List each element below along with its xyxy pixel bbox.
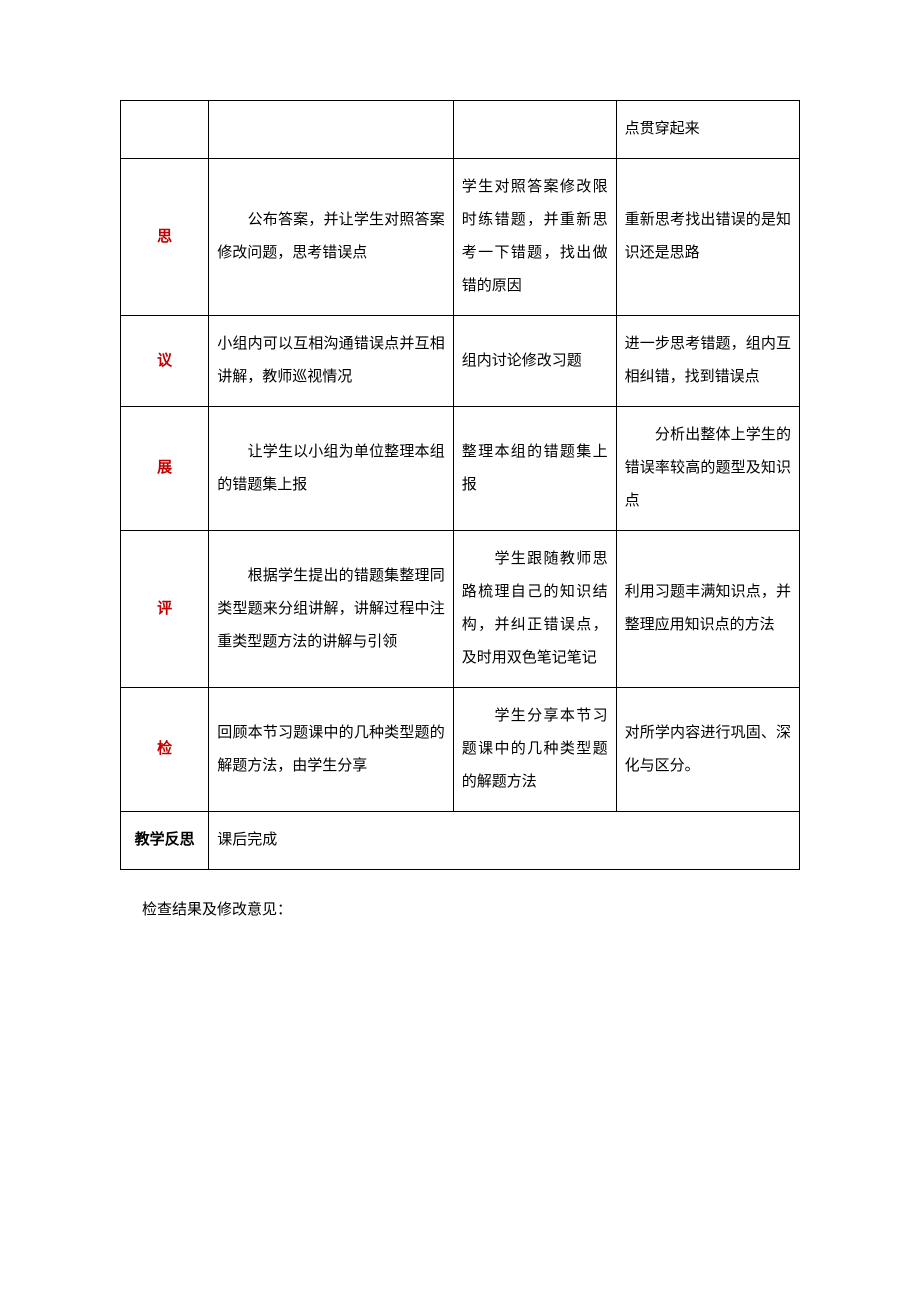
cell-zhan-col4: 分析出整体上学生的错误率较高的题型及知识点 [616, 407, 799, 531]
cell-reflection-merged: 课后完成 [209, 812, 800, 870]
row-label-si: 思 [121, 159, 209, 316]
cell-yi-col4: 进一步思考错题，组内互相纠错，找到错误点 [616, 316, 799, 407]
cell-si-col2: 公布答案，并让学生对照答案修改问题，思考错误点 [209, 159, 453, 316]
cell-row0-col4: 点贯穿起来 [616, 101, 799, 159]
table-row: 议 小组内可以互相沟通错误点并互相讲解，教师巡视情况 组内讨论修改习题 进一步思… [121, 316, 800, 407]
cell-ping-col4: 利用习题丰满知识点，并整理应用知识点的方法 [616, 531, 799, 688]
cell-row0-col1 [121, 101, 209, 159]
cell-yi-col2: 小组内可以互相沟通错误点并互相讲解，教师巡视情况 [209, 316, 453, 407]
cell-ping-col2: 根据学生提出的错题集整理同类型题来分组讲解，讲解过程中注重类型题方法的讲解与引领 [209, 531, 453, 688]
table-row: 检 回顾本节习题课中的几种类型题的解题方法，由学生分享 学生分享本节习题课中的几… [121, 688, 800, 812]
row-label-yi: 议 [121, 316, 209, 407]
cell-ping-col3: 学生跟随教师思路梳理自己的知识结构，并纠正错误点，及时用双色笔记笔记 [453, 531, 616, 688]
cell-si-col3: 学生对照答案修改限时练错题，并重新思考一下错题，找出做错的原因 [453, 159, 616, 316]
table-row: 思 公布答案，并让学生对照答案修改问题，思考错误点 学生对照答案修改限时练错题，… [121, 159, 800, 316]
row-label-ping: 评 [121, 531, 209, 688]
table-row: 点贯穿起来 [121, 101, 800, 159]
row-label-reflection: 教学反思 [121, 812, 209, 870]
row-label-zhan: 展 [121, 407, 209, 531]
cell-zhan-col2: 让学生以小组为单位整理本组的错题集上报 [209, 407, 453, 531]
cell-yi-col3: 组内讨论修改习题 [453, 316, 616, 407]
lesson-table: 点贯穿起来 思 公布答案，并让学生对照答案修改问题，思考错误点 学生对照答案修改… [120, 100, 800, 870]
cell-row0-col3 [453, 101, 616, 159]
row-label-jian: 检 [121, 688, 209, 812]
cell-jian-col3: 学生分享本节习题课中的几种类型题的解题方法 [453, 688, 616, 812]
cell-row0-col2 [209, 101, 453, 159]
cell-zhan-col3: 整理本组的错题集上报 [453, 407, 616, 531]
footer-note: 检查结果及修改意见： [120, 898, 800, 919]
cell-jian-col4: 对所学内容进行巩固、深化与区分。 [616, 688, 799, 812]
table-row: 评 根据学生提出的错题集整理同类型题来分组讲解，讲解过程中注重类型题方法的讲解与… [121, 531, 800, 688]
cell-jian-col2: 回顾本节习题课中的几种类型题的解题方法，由学生分享 [209, 688, 453, 812]
table-row: 教学反思 课后完成 [121, 812, 800, 870]
table-row: 展 让学生以小组为单位整理本组的错题集上报 整理本组的错题集上报 分析出整体上学… [121, 407, 800, 531]
cell-si-col4: 重新思考找出错误的是知识还是思路 [616, 159, 799, 316]
